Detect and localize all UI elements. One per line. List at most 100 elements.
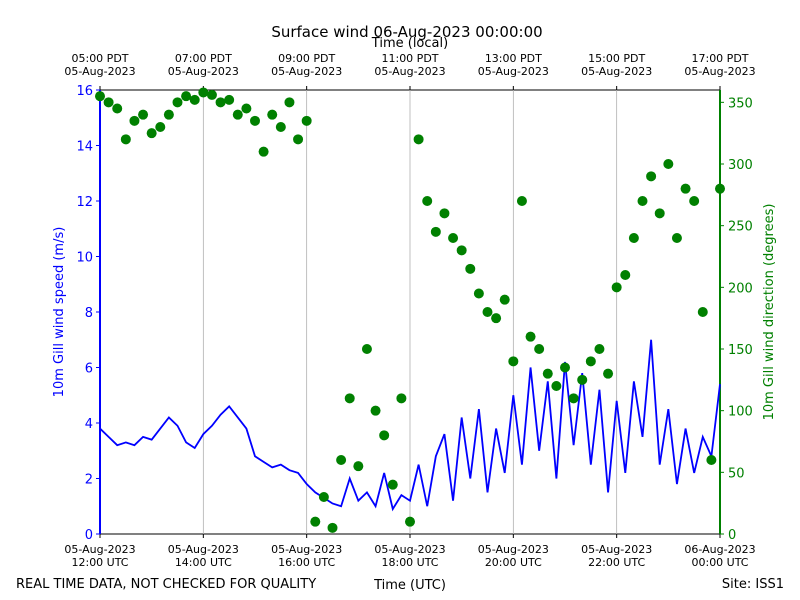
direction-point bbox=[456, 245, 467, 256]
direction-point bbox=[293, 134, 304, 145]
y2-tick-label: 200 bbox=[728, 281, 753, 296]
direction-point bbox=[120, 134, 131, 145]
top-x-tick-label: 09:00 PDT 05-Aug-2023 bbox=[271, 52, 342, 78]
top-x-tick-label: 07:00 PDT 05-Aug-2023 bbox=[168, 52, 239, 78]
direction-point bbox=[525, 331, 536, 342]
y-tick-label: 12 bbox=[76, 195, 93, 210]
x-tick-label: 05-Aug-2023 16:00 UTC bbox=[271, 543, 342, 569]
direction-point bbox=[370, 405, 381, 416]
direction-point bbox=[129, 115, 140, 126]
direction-point bbox=[482, 307, 493, 317]
x-tick-label: 06-Aug-2023 00:00 UTC bbox=[684, 543, 755, 569]
direction-point bbox=[310, 516, 321, 527]
direction-point bbox=[697, 307, 708, 317]
y-axis-label: 10m Gill wind speed (m/s) bbox=[52, 227, 67, 398]
direction-point bbox=[585, 356, 596, 367]
direction-point bbox=[146, 128, 157, 139]
y2-tick-label: 300 bbox=[728, 158, 753, 173]
direction-point bbox=[241, 103, 252, 114]
direction-point bbox=[353, 461, 364, 472]
direction-point bbox=[250, 115, 260, 126]
y-tick-label: 16 bbox=[76, 84, 93, 99]
y2-tick-label: 0 bbox=[728, 528, 736, 543]
y2-tick-label: 250 bbox=[728, 220, 753, 235]
direction-point bbox=[422, 196, 433, 206]
direction-point bbox=[620, 270, 631, 280]
direction-point bbox=[206, 89, 217, 100]
direction-point bbox=[275, 122, 286, 132]
x-tick-label: 05-Aug-2023 14:00 UTC bbox=[168, 543, 239, 569]
direction-point bbox=[465, 263, 476, 274]
direction-point bbox=[542, 368, 553, 379]
site-label: Site: ISS1 bbox=[722, 577, 784, 592]
direction-point bbox=[551, 381, 562, 391]
top-x-tick-label: 15:00 PDT 05-Aug-2023 bbox=[581, 52, 652, 78]
x-tick-label: 05-Aug-2023 22:00 UTC bbox=[581, 543, 652, 569]
direction-point bbox=[172, 97, 183, 108]
direction-point bbox=[508, 356, 519, 367]
y-tick-label: 6 bbox=[85, 362, 93, 377]
x-axis-label: Time (UTC) bbox=[373, 578, 446, 593]
direction-point bbox=[267, 109, 278, 120]
direction-point bbox=[715, 183, 725, 194]
direction-point bbox=[611, 282, 622, 293]
direction-point bbox=[318, 492, 329, 502]
direction-point bbox=[499, 294, 510, 305]
y-tick-label: 14 bbox=[76, 140, 93, 155]
y2-tick-label: 100 bbox=[728, 405, 753, 420]
direction-point bbox=[594, 344, 605, 354]
top-axis-label: Time (local) bbox=[371, 36, 448, 51]
direction-point bbox=[396, 393, 407, 404]
chart-title: Surface wind 06-Aug-2023 00:00:00 bbox=[271, 23, 542, 41]
direction-point bbox=[430, 226, 441, 237]
direction-point bbox=[163, 109, 174, 120]
direction-point bbox=[327, 522, 338, 533]
direction-point bbox=[181, 91, 192, 102]
direction-point bbox=[671, 233, 682, 243]
direction-point bbox=[491, 313, 502, 324]
y-tick-label: 4 bbox=[85, 417, 93, 432]
direction-point bbox=[646, 171, 657, 182]
direction-point bbox=[560, 362, 570, 373]
x-tick-label: 05-Aug-2023 18:00 UTC bbox=[374, 543, 445, 569]
direction-point bbox=[301, 115, 312, 126]
direction-point bbox=[405, 516, 415, 527]
direction-point bbox=[577, 374, 588, 385]
top-x-tick-label: 11:00 PDT 05-Aug-2023 bbox=[374, 52, 445, 78]
direction-point bbox=[534, 344, 545, 354]
direction-point bbox=[448, 233, 459, 243]
direction-point bbox=[361, 344, 372, 354]
direction-point bbox=[258, 146, 269, 157]
direction-point bbox=[387, 479, 398, 490]
y-tick-label: 0 bbox=[85, 528, 93, 543]
x-tick-label: 05-Aug-2023 20:00 UTC bbox=[478, 543, 549, 569]
direction-point bbox=[603, 368, 614, 379]
direction-point bbox=[232, 109, 243, 120]
footer-note: REAL TIME DATA, NOT CHECKED FOR QUALITY bbox=[16, 577, 316, 592]
x-tick-label: 05-Aug-2023 12:00 UTC bbox=[64, 543, 135, 569]
direction-point bbox=[516, 196, 527, 206]
y-tick-label: 2 bbox=[85, 473, 93, 488]
direction-point bbox=[155, 122, 166, 132]
y2-axis-label: 10m Gill wind direction (degrees) bbox=[762, 204, 777, 421]
direction-point bbox=[663, 159, 674, 169]
direction-point bbox=[138, 109, 149, 120]
direction-point bbox=[628, 233, 639, 243]
top-x-tick-label: 05:00 PDT 05-Aug-2023 bbox=[64, 52, 135, 78]
direction-point bbox=[439, 208, 450, 219]
direction-point bbox=[95, 91, 105, 102]
direction-point bbox=[215, 97, 226, 108]
direction-point bbox=[344, 393, 355, 404]
direction-point bbox=[413, 134, 424, 145]
direction-point bbox=[103, 97, 114, 108]
direction-point bbox=[112, 103, 123, 114]
y-tick-label: 8 bbox=[85, 306, 93, 321]
direction-point bbox=[473, 288, 484, 299]
y2-tick-label: 50 bbox=[728, 466, 745, 481]
speed-line bbox=[99, 339, 721, 512]
y2-tick-label: 350 bbox=[728, 96, 753, 111]
top-x-tick-label: 17:00 PDT 05-Aug-2023 bbox=[684, 52, 755, 78]
direction-point bbox=[189, 94, 200, 105]
